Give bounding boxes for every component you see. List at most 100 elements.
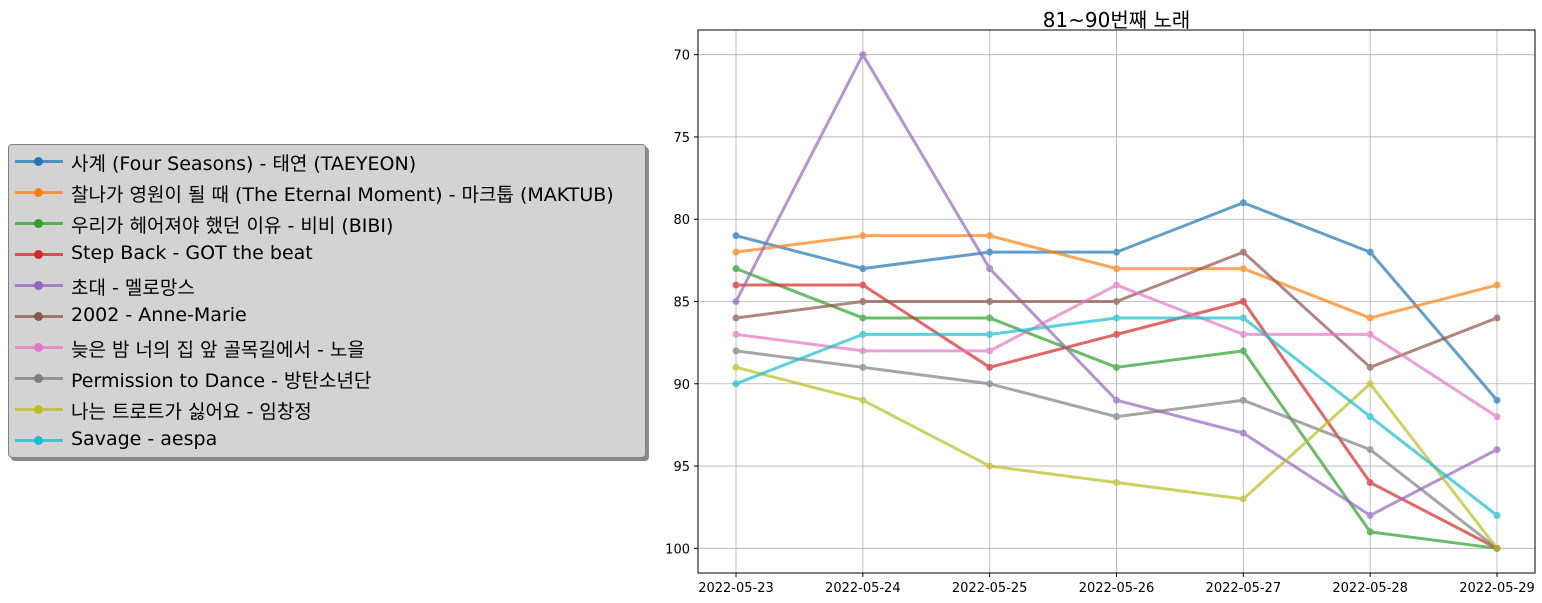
chart-title: 81~90번째 노래: [1042, 8, 1191, 32]
data-point: [1493, 511, 1501, 519]
data-point: [1113, 265, 1120, 273]
data-point: [1113, 248, 1120, 256]
series-group: [732, 314, 1501, 519]
y-tick-label: 85: [673, 296, 690, 311]
data-point: [986, 314, 994, 322]
data-point: [732, 265, 740, 273]
x-tick-label: 2022-05-24: [825, 581, 901, 596]
data-point: [859, 347, 867, 355]
data-point: [859, 330, 867, 338]
x-tick-label: 2022-05-28: [1332, 581, 1408, 596]
data-point: [859, 396, 867, 404]
legend-marker: [34, 374, 43, 383]
legend-item: 나는 트로트가 싫어요 - 임창정: [9, 394, 645, 425]
data-point: [732, 248, 740, 256]
data-point: [732, 330, 740, 338]
data-point: [1493, 396, 1501, 404]
x-tick-label: 2022-05-27: [1206, 581, 1282, 596]
data-point: [1239, 248, 1247, 256]
data-point: [986, 347, 994, 355]
legend-item: 찰나가 영원이 될 때 (The Eternal Moment) - 마크툽 (…: [9, 177, 645, 208]
data-point: [1366, 446, 1374, 454]
data-point: [1493, 446, 1501, 454]
series-group: [732, 281, 1501, 421]
data-point: [1366, 479, 1374, 486]
data-point: [1366, 511, 1374, 519]
y-tick-label: 90: [673, 378, 690, 393]
data-point: [1493, 544, 1501, 552]
data-point: [732, 380, 740, 388]
data-point: [1113, 396, 1120, 404]
legend-item: 2002 - Anne-Marie: [9, 301, 645, 332]
data-point: [1239, 330, 1247, 338]
legend-item: Savage - aespa: [9, 425, 645, 456]
series-group: [732, 265, 1501, 552]
data-point: [1239, 495, 1247, 503]
series-layer: [732, 51, 1501, 552]
x-tick-label: 2022-05-23: [698, 581, 774, 596]
y-tick-label: 80: [673, 213, 690, 228]
y-tick-label: 100: [665, 542, 690, 557]
data-point: [732, 347, 740, 355]
data-point: [986, 363, 994, 371]
x-tick-label: 2022-05-25: [952, 581, 1028, 596]
data-point: [732, 281, 740, 289]
legend-label: 나는 트로트가 싫어요 - 임창정: [71, 401, 312, 423]
legend-label: 늦은 밤 너의 집 앞 골목길에서 - 노을: [71, 339, 365, 361]
series-group: [732, 281, 1501, 552]
legend-item: Step Back - GOT the beat: [9, 239, 645, 270]
data-point: [1239, 265, 1247, 273]
data-point: [1239, 298, 1247, 305]
legend-item: 늦은 밤 너의 집 앞 골목길에서 - 노을: [9, 332, 645, 363]
series-group: [732, 232, 1501, 322]
series-group: [732, 347, 1501, 552]
data-point: [1493, 314, 1501, 322]
data-point: [732, 314, 740, 322]
legend-item: 사계 (Four Seasons) - 태연 (TAEYEON): [9, 146, 645, 177]
legend-item: 초대 - 멜로망스: [9, 270, 645, 301]
data-point: [859, 51, 867, 59]
legend-marker: [34, 281, 43, 290]
data-point: [1239, 396, 1247, 404]
legend-label: 우리가 헤어져야 했던 이유 - 비비 (BIBI): [71, 215, 394, 237]
legend-label: 찰나가 영원이 될 때 (The Eternal Moment) - 마크툽 (…: [71, 184, 614, 206]
legend-label: 초대 - 멜로망스: [71, 277, 195, 299]
data-point: [732, 232, 740, 240]
data-point: [986, 298, 994, 305]
series-group: [732, 248, 1501, 371]
data-point: [732, 298, 740, 305]
data-point: [1366, 363, 1374, 371]
data-point: [859, 265, 867, 273]
data-point: [1239, 347, 1247, 355]
data-point: [1366, 330, 1374, 338]
data-point: [986, 248, 994, 256]
data-point: [1113, 330, 1120, 338]
data-point: [1113, 413, 1120, 421]
data-point: [1493, 281, 1501, 289]
data-point: [986, 265, 994, 273]
legend-label: Permission to Dance - 방탄소년단: [71, 370, 372, 392]
legend-label: 사계 (Four Seasons) - 태연 (TAEYEON): [71, 153, 417, 175]
data-point: [1239, 199, 1247, 207]
y-tick-label: 75: [673, 131, 690, 146]
data-point: [1113, 479, 1120, 486]
data-point: [1366, 380, 1374, 388]
legend-marker: [34, 157, 43, 166]
data-point: [859, 314, 867, 322]
legend-marker: [34, 343, 43, 352]
y-tick-label: 70: [673, 49, 690, 64]
data-point: [986, 380, 994, 388]
data-point: [1113, 363, 1120, 371]
data-point: [1366, 314, 1374, 322]
data-point: [1239, 429, 1247, 437]
data-point: [986, 330, 994, 338]
legend-item: 우리가 헤어져야 했던 이유 - 비비 (BIBI): [9, 208, 645, 239]
legend-marker: [34, 405, 43, 414]
data-point: [1113, 314, 1120, 322]
data-point: [1493, 413, 1501, 421]
x-tick-label: 2022-05-29: [1459, 581, 1535, 596]
data-point: [1366, 248, 1374, 256]
legend-label: Step Back - GOT the beat: [71, 242, 313, 264]
data-point: [986, 462, 994, 470]
legend-marker: [34, 250, 43, 259]
